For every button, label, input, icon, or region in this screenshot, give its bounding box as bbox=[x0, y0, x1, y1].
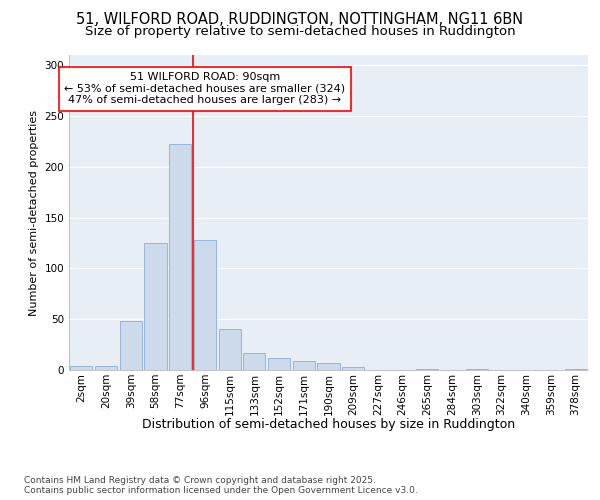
Bar bbox=[293, 361, 315, 370]
Bar bbox=[317, 363, 340, 370]
Bar bbox=[169, 144, 191, 370]
Bar bbox=[194, 240, 216, 370]
Bar bbox=[119, 321, 142, 370]
Bar bbox=[70, 366, 92, 370]
Bar bbox=[95, 366, 117, 370]
Y-axis label: Number of semi-detached properties: Number of semi-detached properties bbox=[29, 110, 39, 316]
X-axis label: Distribution of semi-detached houses by size in Ruddington: Distribution of semi-detached houses by … bbox=[142, 418, 515, 430]
Text: Size of property relative to semi-detached houses in Ruddington: Size of property relative to semi-detach… bbox=[85, 25, 515, 38]
Bar bbox=[565, 369, 587, 370]
Bar bbox=[342, 367, 364, 370]
Bar bbox=[218, 330, 241, 370]
Bar bbox=[268, 358, 290, 370]
Text: Contains HM Land Registry data © Crown copyright and database right 2025.
Contai: Contains HM Land Registry data © Crown c… bbox=[24, 476, 418, 495]
Text: 51, WILFORD ROAD, RUDDINGTON, NOTTINGHAM, NG11 6BN: 51, WILFORD ROAD, RUDDINGTON, NOTTINGHAM… bbox=[76, 12, 524, 28]
Bar bbox=[145, 243, 167, 370]
Bar bbox=[466, 369, 488, 370]
Text: 51 WILFORD ROAD: 90sqm
← 53% of semi-detached houses are smaller (324)
47% of se: 51 WILFORD ROAD: 90sqm ← 53% of semi-det… bbox=[64, 72, 346, 106]
Bar bbox=[243, 352, 265, 370]
Bar bbox=[416, 369, 439, 370]
